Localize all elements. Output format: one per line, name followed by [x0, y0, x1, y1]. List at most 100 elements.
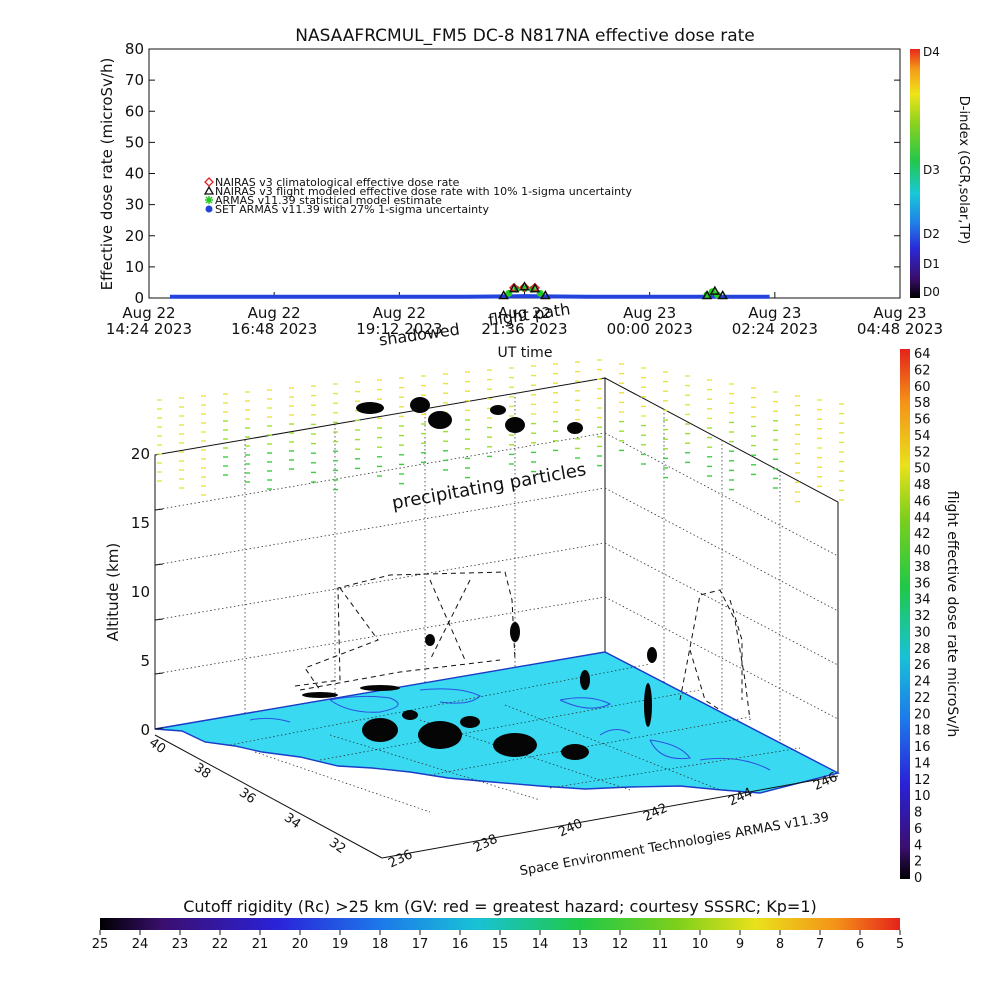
- dose-colorbar-tick-label: 28: [914, 642, 931, 657]
- cutoff-tick-label: 16: [452, 937, 469, 952]
- x-tick-label-date: Aug 23: [748, 304, 801, 322]
- dose-colorbar-tick-label: 30: [914, 625, 931, 640]
- latitude-axis-line: [154, 734, 383, 859]
- y-tick-label: 40: [125, 165, 144, 183]
- dose-colorbar-tick-label: 10: [914, 789, 931, 804]
- x-tick-label-time: 14:24 2023: [106, 320, 192, 338]
- altitude-tick-label: 0: [140, 721, 150, 739]
- cutoff-tick-label: 20: [292, 937, 309, 952]
- cutoff-tick-label: 8: [776, 937, 784, 952]
- cutoff-tick-label: 18: [372, 937, 389, 952]
- legend-marker-dot: [205, 205, 213, 213]
- dose-colorbar-tick-label: 34: [914, 593, 931, 608]
- legend-label: NAIRAS v3 climatological effective dose …: [215, 176, 460, 189]
- dose-colorbar-tick-label: 48: [914, 478, 931, 493]
- annotation-precipitating: precipitating particles: [390, 459, 587, 514]
- cutoff-tick-label: 5: [896, 937, 904, 952]
- series-line-set-armas: [169, 294, 770, 299]
- dose-colorbar-label: flight effective dose rate microSv/h: [944, 491, 960, 737]
- altitude-tick: [154, 618, 164, 621]
- x-tick-label-time: 02:24 2023: [732, 320, 818, 338]
- dose-markers: [302, 397, 657, 760]
- longitude-axis-line: [381, 775, 839, 859]
- altitude-tick-label: 5: [140, 652, 150, 670]
- dose-rate-panel: NASAAFRCMUL_FM5 DC-8 N817NA effective do…: [98, 26, 971, 361]
- x-axis-label: UT time: [498, 345, 553, 361]
- longitude-tick-label: 236: [386, 847, 415, 871]
- x-tick-label-time: 21:36 2023: [481, 320, 567, 338]
- y-ticks: 0 10 20 30 40 50 60 70 80: [125, 40, 900, 307]
- point-nairas-flight: [709, 285, 721, 295]
- flight-path-lines: [294, 571, 751, 721]
- dose-colorbar-tick-label: 44: [914, 511, 931, 526]
- y-tick-label: 30: [125, 196, 144, 214]
- d-index-tick-label: D0: [923, 285, 940, 299]
- dose-colorbar-tick-label: 20: [914, 707, 931, 722]
- dose-colorbar-tick-label: 32: [914, 609, 931, 624]
- dose-colorbar: [900, 349, 910, 879]
- legend-marker-diamond: [204, 177, 214, 187]
- cutoff-tick-label: 11: [652, 937, 669, 952]
- point-nairas-flight: [701, 289, 713, 300]
- x-tick-label-date: Aug 23: [873, 304, 926, 322]
- cutoff-colorbar: [100, 918, 900, 930]
- series-layer: [169, 281, 770, 300]
- altitude-tick: [154, 508, 164, 511]
- d-index-tick-label: D2: [923, 227, 940, 241]
- dose-colorbar-tick-label: 42: [914, 527, 931, 542]
- dose-colorbar-tick-label: 56: [914, 413, 931, 428]
- cutoff-tick-label: 19: [332, 937, 349, 952]
- x-tick-label-date: Aug 23: [623, 304, 676, 322]
- cutoff-tick-label: 14: [532, 937, 549, 952]
- cutoff-rigidity-bar: Cutoff rigidity (Rc) >25 km (GV: red = g…: [92, 897, 904, 952]
- cutoff-tick-label: 15: [492, 937, 509, 952]
- cutoff-tick-label: 25: [92, 937, 109, 952]
- dose-colorbar-tick-label: 24: [914, 675, 931, 690]
- point-nairas-climatological: [519, 282, 530, 293]
- cutoff-tick-label: 6: [856, 937, 864, 952]
- longitude-tick-label: 238: [471, 832, 500, 856]
- legend-label: NAIRAS v3 flight modeled effective dose …: [215, 185, 632, 198]
- dose-colorbar-tick-label: 40: [914, 544, 931, 559]
- cutoff-tick-label: 23: [172, 937, 189, 952]
- x-tick-label-time: 00:00 2023: [607, 320, 693, 338]
- d-index-tick-label: D1: [923, 257, 940, 271]
- dose-colorbar-tick-label: 54: [914, 429, 931, 444]
- dose-colorbar-tick-label: 18: [914, 724, 931, 739]
- altitude-tick: [154, 672, 164, 675]
- cutoff-tick-label: 24: [132, 937, 149, 952]
- y-tick-label: 0: [134, 289, 144, 307]
- dose-colorbar-tick-label: 52: [914, 445, 931, 460]
- dose-colorbar-tick-label: 50: [914, 462, 931, 477]
- cutoff-title: Cutoff rigidity (Rc) >25 km (GV: red = g…: [183, 897, 817, 916]
- longitude-tick-label: 240: [556, 816, 585, 840]
- x-tick-label-time: 04:48 2023: [857, 320, 943, 338]
- surface-contours: [249, 688, 771, 771]
- legend-label: SET ARMAS v11.39 with 27% 1-sigma uncert…: [215, 203, 489, 216]
- cutoff-tick-label: 7: [816, 937, 824, 952]
- x-tick-label-date: Aug 22: [248, 304, 301, 322]
- precipitating-particles-field: [157, 359, 844, 503]
- plot-frame: [148, 48, 901, 299]
- chart-title: NASAAFRCMUL_FM5 DC-8 N817NA effective do…: [295, 26, 755, 46]
- dose-colorbar-tick-label: 62: [914, 363, 931, 378]
- dose-colorbar-tick-label: 16: [914, 740, 931, 755]
- dose-colorbar-tick-label: 0: [914, 871, 922, 886]
- ground-surface: [154, 651, 840, 794]
- latitude-tick-label: 38: [191, 760, 213, 782]
- dose-colorbar-tick-label: 2: [914, 855, 922, 870]
- longitude-tick-label: 242: [641, 801, 670, 825]
- dose-colorbar-tick-label: 64: [914, 347, 931, 362]
- d-index-tick-label: D3: [923, 163, 940, 177]
- x-tick-label-date: Aug 22: [498, 304, 551, 322]
- cutoff-tick-label: 21: [252, 937, 269, 952]
- y-axis-label: Effective dose rate (microSv/h): [98, 58, 116, 291]
- dose-colorbar-tick-label: 6: [914, 822, 922, 837]
- point-nairas-flight: [498, 289, 509, 300]
- cutoff-tick-label: 13: [572, 937, 589, 952]
- altitude-axis-label: Altitude (km): [104, 543, 122, 641]
- d-index-tick-label: D4: [923, 45, 940, 59]
- point-nairas-flight: [717, 289, 728, 300]
